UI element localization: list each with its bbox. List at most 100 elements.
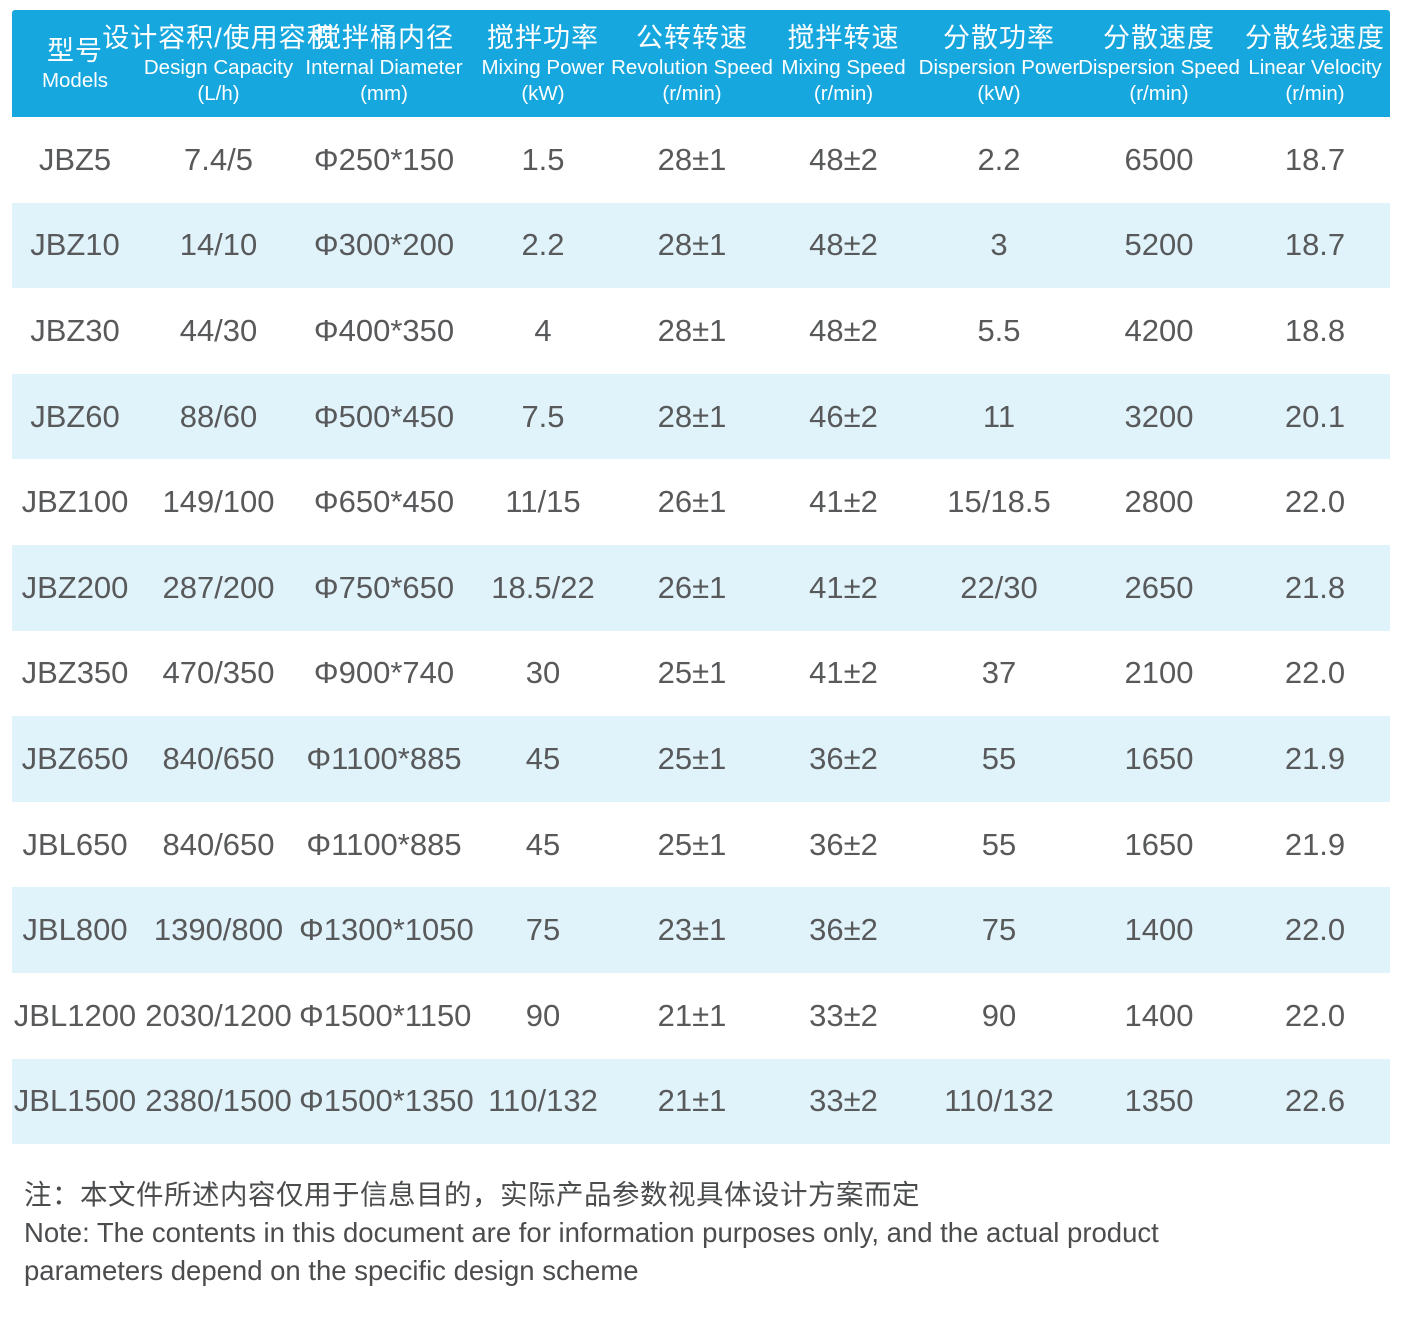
value-cell: 36±2 bbox=[809, 912, 878, 948]
table-row: JBL1200 2030/1200 Φ1500*1150 90 21±1 33±2 90 14… bbox=[12, 972, 1390, 1059]
column-header: 设计容积/使用容积 Design Capacity (L/h) bbox=[102, 10, 334, 117]
model-cell: JBL800 bbox=[22, 912, 128, 948]
table-row: JBZ200 287/200 Φ750*650 18.5/22 26±1 41±2 22/3… bbox=[12, 544, 1390, 631]
model-cell: JBZ650 bbox=[21, 740, 129, 776]
value-cell: Φ900*740 bbox=[313, 655, 455, 691]
column-header-cn: 搅拌转速 bbox=[787, 22, 900, 53]
value-cell: 44/30 bbox=[179, 312, 258, 348]
value-cell: 45 bbox=[525, 740, 561, 776]
value-cell: 28±1 bbox=[657, 141, 727, 177]
value-cell: 55 bbox=[981, 740, 1017, 776]
model-cell: JBZ30 bbox=[30, 312, 120, 348]
column-header-unit: (L/h) bbox=[197, 81, 240, 105]
value-cell: 25±1 bbox=[657, 655, 727, 691]
value-cell: 5.5 bbox=[977, 312, 1021, 348]
value-cell: 4 bbox=[534, 312, 552, 348]
column-header-unit: (r/min) bbox=[813, 81, 874, 105]
value-cell: 110/132 bbox=[488, 1083, 598, 1119]
column-header: 搅拌功率 Mixing Power (kW) bbox=[469, 10, 617, 117]
column-header-cn: 分散速度 bbox=[1103, 22, 1215, 53]
value-cell: 1650 bbox=[1124, 740, 1194, 776]
value-cell: Φ1500*1350 bbox=[299, 1083, 474, 1119]
column-header-en: Mixing Speed bbox=[781, 55, 906, 79]
value-cell: Φ250*150 bbox=[313, 141, 455, 177]
table-row: JBZ10 14/10 Φ300*200 2.2 28±1 48±2 3 5200 18.7 bbox=[12, 202, 1390, 289]
value-cell: 18.5/22 bbox=[491, 569, 595, 605]
column-header: 搅拌桶内径 Internal Diameter (mm) bbox=[299, 10, 469, 117]
value-cell: Φ750*650 bbox=[313, 569, 455, 605]
column-header-cn: 公转转速 bbox=[636, 22, 748, 53]
value-cell: 25±1 bbox=[657, 740, 727, 776]
column-header-en: Linear Velocity bbox=[1248, 55, 1382, 79]
value-cell: 2380/1500 bbox=[145, 1083, 292, 1119]
value-cell: 25±1 bbox=[657, 826, 727, 862]
value-cell: 22.0 bbox=[1284, 997, 1346, 1033]
column-header-en: Dispersion Speed bbox=[1078, 55, 1240, 79]
value-cell: 41±2 bbox=[809, 655, 878, 691]
value-cell: 1400 bbox=[1124, 997, 1194, 1033]
table-row: JBZ5 7.4/5 Φ250*150 1.5 28±1 48±2 2.2 6500 18.7 bbox=[12, 117, 1390, 203]
value-cell: 26±1 bbox=[657, 569, 727, 605]
value-cell: 2100 bbox=[1124, 655, 1194, 691]
value-cell: 36±2 bbox=[809, 740, 878, 776]
value-cell: 3 bbox=[990, 227, 1008, 263]
value-cell: 287/200 bbox=[162, 569, 275, 605]
value-cell: 18.7 bbox=[1284, 227, 1346, 263]
column-header-unit: (r/min) bbox=[662, 81, 722, 105]
model-cell: JBZ100 bbox=[21, 484, 129, 520]
value-cell: 11/15 bbox=[505, 484, 581, 520]
table-row: JBL650 840/650 Φ1100*885 45 25±1 36±2 55 1650 21… bbox=[12, 801, 1390, 888]
column-header-cn: 搅拌桶内径 bbox=[314, 22, 454, 53]
table-row: JBL800 1390/800 Φ1300*1050 75 23±1 36±2 75 1400… bbox=[12, 887, 1390, 973]
value-cell: 21.9 bbox=[1284, 826, 1346, 862]
value-cell: 36±2 bbox=[809, 826, 878, 862]
column-header-en: Internal Diameter bbox=[305, 55, 463, 79]
value-cell: 90 bbox=[981, 997, 1017, 1033]
value-cell: 21±1 bbox=[657, 1083, 727, 1119]
column-header-cn: 分散功率 bbox=[943, 22, 1055, 53]
value-cell: 30 bbox=[525, 655, 561, 691]
value-cell: 3200 bbox=[1124, 398, 1194, 434]
table-row: JBZ30 44/30 Φ400*350 4 28±1 48±2 5.5 4200 18.8 bbox=[12, 288, 1390, 374]
value-cell: 1390/800 bbox=[153, 912, 284, 948]
footnote-english-line1: Note: The contents in this document are … bbox=[24, 1217, 1159, 1248]
value-cell: 23±1 bbox=[657, 912, 727, 948]
value-cell: 5200 bbox=[1124, 227, 1194, 263]
value-cell: 21.9 bbox=[1284, 740, 1346, 776]
value-cell: 55 bbox=[981, 826, 1017, 862]
value-cell: Φ1100*885 bbox=[306, 826, 462, 862]
value-cell: 22.0 bbox=[1284, 655, 1346, 691]
value-cell: Φ650*450 bbox=[313, 484, 455, 520]
value-cell: Φ500*450 bbox=[313, 398, 455, 434]
spec-table: 型号 Models 设计容积/使用容积 Design Capacity (L/h) 搅拌桶… bbox=[12, 10, 1390, 1145]
value-cell: 88/60 bbox=[179, 398, 258, 434]
value-cell: 6500 bbox=[1124, 141, 1194, 177]
value-cell: 48±2 bbox=[809, 227, 878, 263]
value-cell: 90 bbox=[525, 997, 561, 1033]
table-row: JBL1500 2380/1500 Φ1500*1350 110/132 21±1 33±… bbox=[12, 1058, 1390, 1145]
value-cell: 2030/1200 bbox=[145, 997, 292, 1033]
value-cell: 1400 bbox=[1124, 912, 1194, 948]
column-header-unit: (r/min) bbox=[1285, 81, 1345, 105]
model-cell: JBL650 bbox=[22, 826, 128, 862]
value-cell: 15/18.5 bbox=[947, 484, 1051, 520]
value-cell: 2.2 bbox=[521, 227, 565, 263]
model-cell: JBZ10 bbox=[30, 227, 120, 263]
model-cell: JBZ200 bbox=[21, 569, 129, 605]
value-cell: 470/350 bbox=[162, 655, 275, 691]
column-header-cn: 分散线速度 bbox=[1245, 22, 1385, 53]
value-cell: 20.1 bbox=[1284, 398, 1346, 434]
footnote-chinese: 注：本文件所述内容仅用于信息目的，实际产品参数视具体设计方案而定 bbox=[24, 1179, 920, 1210]
footnote: 注：本文件所述内容仅用于信息目的，实际产品参数视具体设计方案而定 Note: T… bbox=[24, 1176, 1384, 1290]
value-cell: 28±1 bbox=[657, 312, 727, 348]
column-header-unit: (mm) bbox=[360, 81, 408, 105]
table-header-row: 型号 Models 设计容积/使用容积 Design Capacity (L/h) 搅拌桶… bbox=[12, 10, 1390, 117]
column-header-en: Design Capacity bbox=[143, 55, 294, 79]
column-header-cn: 搅拌功率 bbox=[487, 22, 599, 53]
value-cell: 2.2 bbox=[977, 141, 1021, 177]
model-cell: JBZ60 bbox=[30, 398, 120, 434]
column-header-cn: 型号 bbox=[47, 35, 103, 66]
footnote-english-line2: parameters depend on the specific design… bbox=[24, 1255, 639, 1286]
column-header-unit: (kW) bbox=[521, 81, 565, 105]
column-header: 分散功率 Dispersion Power (kW) bbox=[919, 10, 1080, 117]
